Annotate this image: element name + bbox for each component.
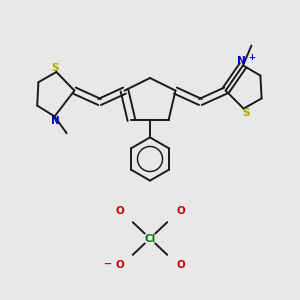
Text: O: O (176, 260, 185, 271)
Text: O: O (176, 206, 185, 217)
Text: Cl: Cl (144, 233, 156, 244)
Text: O: O (115, 260, 124, 271)
Text: S: S (51, 63, 58, 73)
Text: N: N (51, 116, 60, 126)
Text: O: O (115, 206, 124, 217)
Text: +: + (248, 53, 255, 62)
Text: S: S (242, 108, 250, 118)
Text: N: N (237, 56, 246, 66)
Text: −: − (104, 259, 112, 269)
